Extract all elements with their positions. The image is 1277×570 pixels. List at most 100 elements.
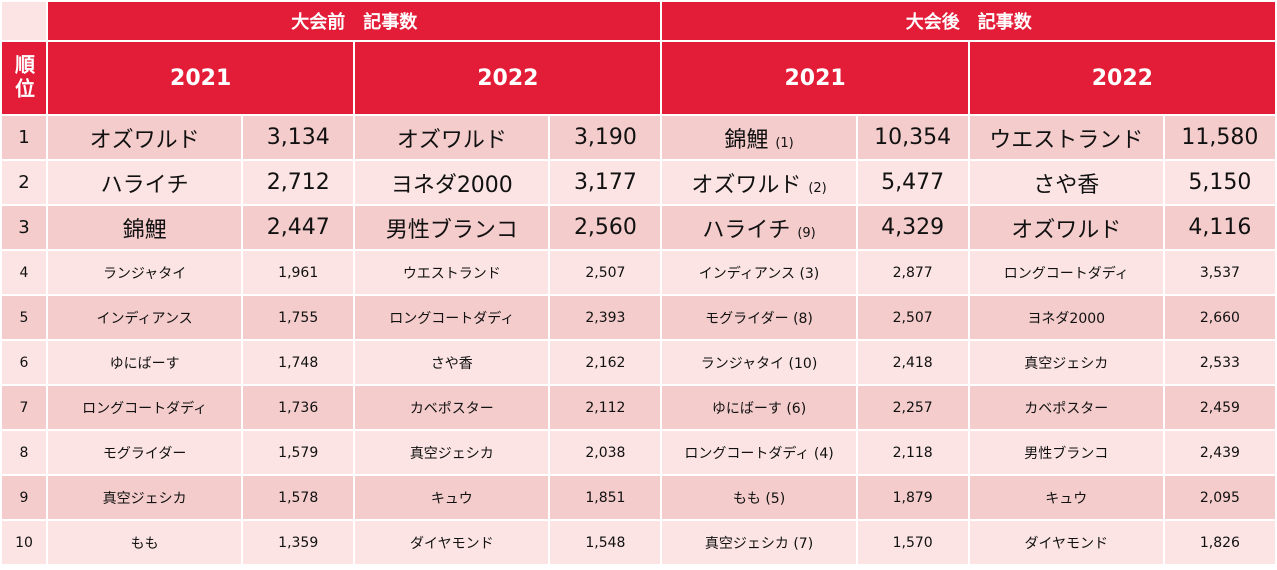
count: 2,660 <box>1164 296 1275 339</box>
name-cell: ゆにばーす <box>48 341 242 384</box>
count: 2,877 <box>857 251 968 294</box>
name-cell: ダイヤモンド <box>355 521 549 564</box>
name-cell: ヨネダ2000 <box>355 161 549 204</box>
rank-row: 5 インディアンス 1,755 ロングコートダディ 2,393 モグライダー (8) 2,5… <box>2 296 1275 339</box>
name-cell: 錦鯉 (1) <box>662 116 856 159</box>
count: 2,507 <box>550 251 661 294</box>
rank: 6 <box>2 341 47 384</box>
name: ロングコートダディ <box>82 400 208 417</box>
name-cell: ロングコートダディ (4) <box>662 431 856 474</box>
name-cell: オズワルド <box>48 116 242 159</box>
count: 2,118 <box>857 431 968 474</box>
year-header: 2022 <box>969 42 1275 114</box>
year-header: 2022 <box>355 42 661 114</box>
name: ゆにばーす <box>711 400 782 417</box>
name-cell: 真空ジェシカ (7) <box>662 521 856 564</box>
rank: 7 <box>2 386 47 429</box>
count: 2,439 <box>1164 431 1275 474</box>
count: 5,150 <box>1164 161 1275 204</box>
name: ダイヤモンド <box>410 535 494 552</box>
name: もも <box>732 490 761 507</box>
name-cell: 男性ブランコ <box>969 431 1163 474</box>
prev-rank-note: (3) <box>799 265 820 282</box>
year-header: 2021 <box>48 42 354 114</box>
count: 2,507 <box>857 296 968 339</box>
rank-row: 10 もも 1,359 ダイヤモンド 1,548 真空ジェシカ (7) 1,570 ダイヤモン… <box>2 521 1275 564</box>
rank-row: 4 ランジャタイ 1,961 ウエストランド 2,507 インディアンス (3) 2,877… <box>2 251 1275 294</box>
name-cell: ウエストランド <box>355 251 549 294</box>
name: さや香 <box>430 355 473 372</box>
rank: 1 <box>2 116 47 159</box>
year-header: 2021 <box>662 42 968 114</box>
count: 2,447 <box>243 206 354 249</box>
count: 1,579 <box>243 431 354 474</box>
name: オズワルド <box>691 172 802 198</box>
name-cell: キュウ <box>969 476 1163 519</box>
count: 2,162 <box>550 341 661 384</box>
name-cell: 真空ジェシカ <box>969 341 1163 384</box>
name-cell: ハライチ (9) <box>662 206 856 249</box>
count: 4,116 <box>1164 206 1275 249</box>
count: 1,570 <box>857 521 968 564</box>
count: 3,190 <box>550 116 661 159</box>
rank-row: 2 ハライチ 2,712 ヨネダ2000 3,177 オズワルド (2) 5,477 さや香 5… <box>2 161 1275 204</box>
count: 2,095 <box>1164 476 1275 519</box>
prev-rank-note: (10) <box>788 355 818 372</box>
count: 2,112 <box>550 386 661 429</box>
name-cell: オズワルド <box>355 116 549 159</box>
count: 1,548 <box>550 521 661 564</box>
rank-header: 順位 <box>2 42 47 114</box>
name: ロングコートダディ <box>389 310 515 327</box>
name-cell: ハライチ <box>48 161 242 204</box>
count: 11,580 <box>1164 116 1275 159</box>
rank: 10 <box>2 521 47 564</box>
count: 4,329 <box>857 206 968 249</box>
name: インディアンス <box>96 310 193 327</box>
name-cell: ロングコートダディ <box>48 386 242 429</box>
name-cell: インディアンス <box>48 296 242 339</box>
name-cell: キュウ <box>355 476 549 519</box>
name: ハライチ <box>100 172 189 198</box>
year-header-row: 順位 2021 2022 2021 2022 <box>2 42 1275 114</box>
rank-row: 3 錦鯉 2,447 男性ブランコ 2,560 ハライチ (9) 4,329 オズワルド 4,1… <box>2 206 1275 249</box>
name: ウエストランド <box>989 127 1144 153</box>
count: 1,879 <box>857 476 968 519</box>
name: 錦鯉 <box>724 127 769 153</box>
count: 1,851 <box>550 476 661 519</box>
name-cell: オズワルド <box>969 206 1163 249</box>
count: 3,134 <box>243 116 354 159</box>
name: ウエストランド <box>402 265 501 282</box>
rank-row: 1 オズワルド 3,134 オズワルド 3,190 錦鯉 (1) 10,354 ウエストランド… <box>2 116 1275 159</box>
count: 2,393 <box>550 296 661 339</box>
name: 男性ブランコ <box>385 217 518 243</box>
count: 1,755 <box>243 296 354 339</box>
name: オズワルド <box>89 127 200 153</box>
name-cell: 真空ジェシカ <box>355 431 549 474</box>
count: 2,560 <box>550 206 661 249</box>
prev-rank-note: (7) <box>793 535 814 552</box>
name: 錦鯉 <box>122 217 167 243</box>
prev-rank-note: (2) <box>808 180 827 196</box>
name: オズワルド <box>1011 217 1122 243</box>
rank-row: 6 ゆにばーす 1,748 さや香 2,162 ランジャタイ (10) 2,418 真空ジェシ… <box>2 341 1275 384</box>
name: キュウ <box>1045 490 1088 507</box>
name-cell: 真空ジェシカ <box>48 476 242 519</box>
group-header-row: 大会前 記事数 大会後 記事数 <box>2 2 1275 40</box>
name: ランジャタイ <box>102 265 187 282</box>
name-cell: モグライダー <box>48 431 242 474</box>
name: オズワルド <box>396 127 507 153</box>
count: 3,537 <box>1164 251 1275 294</box>
name-cell: ロングコートダディ <box>969 251 1163 294</box>
name-cell: さや香 <box>969 161 1163 204</box>
count: 2,038 <box>550 431 661 474</box>
name: 真空ジェシカ <box>1024 355 1109 372</box>
rank: 8 <box>2 431 47 474</box>
name-cell: ウエストランド <box>969 116 1163 159</box>
name: キュウ <box>430 490 473 507</box>
count: 2,712 <box>243 161 354 204</box>
name-cell: ランジャタイ (10) <box>662 341 856 384</box>
prev-rank-note: (1) <box>775 135 794 151</box>
name: ダイヤモンド <box>1024 535 1109 552</box>
name: ロングコートダディ <box>1003 265 1129 282</box>
